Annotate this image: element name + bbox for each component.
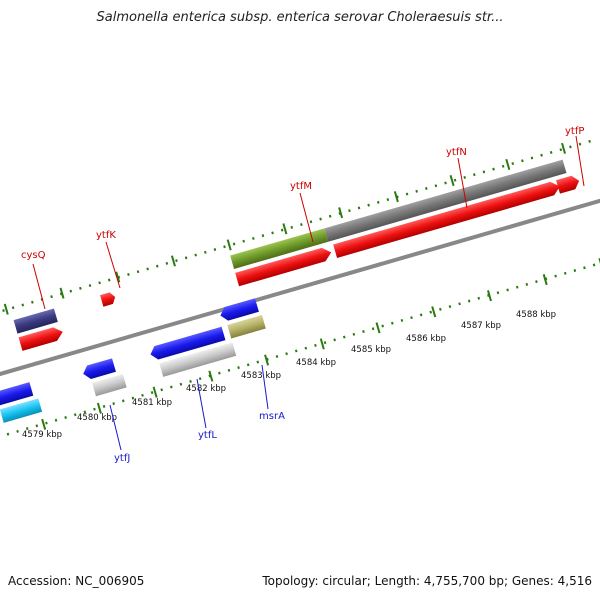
gene-ytfL-blue[interactable] (149, 326, 226, 362)
gene-red-mid[interactable] (235, 246, 333, 287)
gene-msrA-blue[interactable] (219, 298, 259, 322)
scale-label: 4583 kbp (241, 371, 281, 381)
gene-label-msrA[interactable]: msrA (259, 411, 285, 422)
gene-red-left[interactable] (18, 325, 65, 351)
gene-msrA-khaki[interactable] (227, 315, 266, 339)
gene-ytfL-grey[interactable] (159, 342, 237, 377)
map-title: Salmonella enterica subsp. enterica sero… (96, 10, 504, 25)
gene-ytfM-olive[interactable] (230, 228, 329, 269)
scale-label: 4588 kbp (516, 310, 556, 320)
gene-red-long-top[interactable] (333, 180, 562, 258)
minus-dotted-track (6, 252, 600, 436)
gene-plus-small[interactable] (100, 291, 117, 307)
gene-label-ytfM[interactable]: ytfM (290, 181, 312, 192)
gene-label-ytfJ[interactable]: ytfJ (114, 453, 130, 464)
scale-label: 4586 kbp (406, 334, 446, 344)
gene-ytfJ-blue[interactable] (81, 358, 116, 380)
plus-label-leaders (32, 135, 585, 310)
gene-label-cysQ[interactable]: cysQ (21, 250, 46, 261)
scale-label: 4587 kbp (461, 321, 501, 331)
gene-red-edge[interactable] (556, 174, 581, 194)
minus-major-ticks (41, 257, 600, 430)
scale-label: 4581 kbp (132, 398, 172, 408)
scale-label: 4582 kbp (186, 384, 226, 394)
scale-label: 4579 kbp (22, 430, 62, 440)
gene-label-ytfK[interactable]: ytfK (96, 230, 116, 241)
genome-stats-text: Topology: circular; Length: 4,755,700 bp… (262, 574, 592, 588)
gene-cysQ[interactable] (13, 308, 58, 334)
gene-cyan-left[interactable] (0, 398, 43, 423)
accession-text: Accession: NC_006905 (8, 574, 145, 588)
scale-label: 4580 kbp (77, 413, 117, 423)
gene-grey-long[interactable] (324, 159, 567, 242)
plus-dotted-track (0, 137, 599, 321)
gene-labels: cysQ ytfK ytfM ytfN ytfP ytfJ ytfL msrA (21, 126, 584, 464)
scale-label: 4585 kbp (351, 345, 391, 355)
gene-ytfJ-grey[interactable] (92, 373, 127, 397)
minus-label-leaders (109, 364, 269, 451)
gene-blue-left[interactable] (0, 382, 34, 406)
gene-label-ytfL[interactable]: ytfL (198, 430, 217, 441)
gene-label-ytfN[interactable]: ytfN (446, 147, 467, 158)
plus-major-ticks (3, 142, 567, 315)
scale-label: 4584 kbp (296, 358, 336, 368)
scale-labels: 4579 kbp 4580 kbp 4581 kbp 4582 kbp 4583… (22, 310, 556, 440)
backbone-line (0, 194, 600, 379)
gene-label-ytfP[interactable]: ytfP (565, 126, 584, 137)
